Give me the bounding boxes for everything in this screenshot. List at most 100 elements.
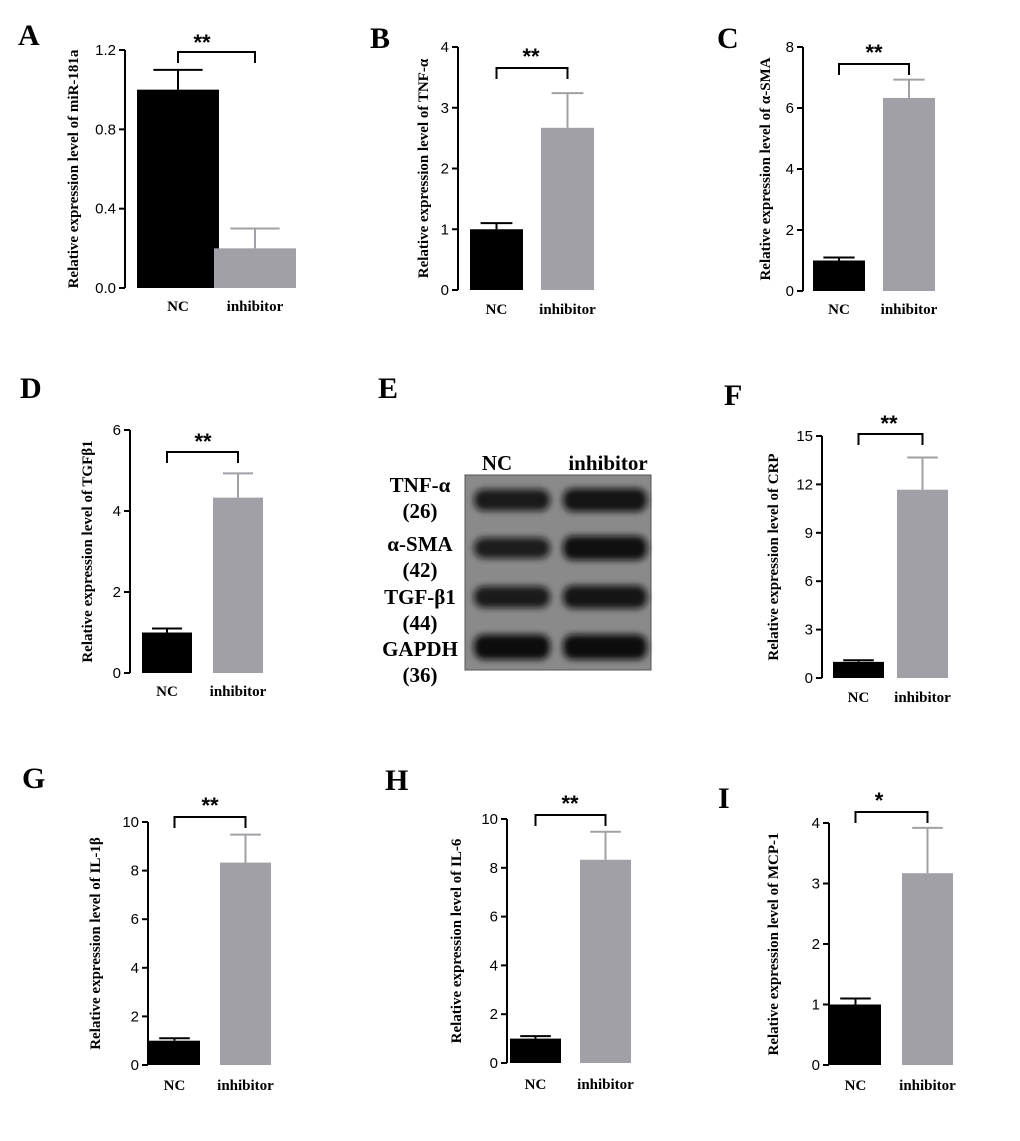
y-tick-label: 0.4 [95,201,116,218]
panel-letter: F [724,379,742,412]
panel-b: B 0 1 2 3 4 Relative expression level of TNF-α… [370,22,596,318]
y-tick-label: 9 [805,525,813,542]
y-tick-label: 6 [786,100,794,117]
y-tick-label: 1 [441,221,449,238]
blot-column-label: inhibitor [568,451,647,475]
y-tick-label: 2 [490,1006,498,1023]
blot-band [474,586,550,608]
blot-band [563,585,647,609]
x-tick-label: NC [164,1078,186,1094]
bar-inhibitor [897,489,948,678]
y-tick-label: 4 [812,815,820,832]
significance-label: ** [522,44,540,69]
x-tick-label: NC [525,1077,547,1093]
panel-letter: D [20,372,42,405]
x-tick-label: NC [845,1078,867,1094]
panel-c: C 0 2 4 6 8 Relative expression level of α-SMA… [717,22,938,318]
blot-row-kda: (36) [403,663,438,687]
blot-row-kda: (26) [403,499,438,523]
y-tick-label: 4 [786,161,794,178]
y-tick-label: 0 [441,282,449,299]
y-tick-label: 0.8 [95,121,116,138]
y-tick-label: 10 [481,811,498,828]
panel-f: F 0 3 6 9 12 15 Relative expression level of CR… [724,379,951,706]
panel-letter: A [18,19,40,52]
blot-row-label: GAPDH [382,637,458,661]
significance-bracket [166,451,239,463]
blot-band [563,535,647,561]
y-tick-label: 4 [441,39,449,56]
x-tick-label: NC [167,299,189,315]
panel-i: I 0 1 2 3 4 Relative expression level of MCP-1… [718,782,956,1094]
y-tick-label: 0 [113,665,121,682]
y-tick-label: 1.2 [95,42,116,59]
x-tick-label: inhibitor [577,1077,634,1093]
y-axis-label: Relative expression level of α-SMA [758,57,774,280]
y-axis-label: Relative expression level of IL-6 [449,838,465,1043]
bar-inhibitor [214,248,296,288]
y-axis-label: Relative expression level of IL-1β [88,837,104,1050]
bar-inhibitor [213,497,263,673]
y-tick-label: 0 [805,670,813,687]
significance-bracket [838,63,910,75]
blot-border [464,474,652,671]
blot-row-label: α-SMA [387,532,453,556]
y-axis-label: Relative expression level of CRP [766,453,782,660]
bar-nc [137,89,219,289]
panel-letter: E [378,372,398,405]
blot-band [474,634,550,660]
panel-e: E NC inhibitor TNF-α(26) α-SMA(42) TGF-β1(44)… [378,372,652,687]
panel-g: G 0 2 4 6 8 10 Relative expression level of IL-… [22,762,274,1094]
x-tick-label: NC [486,302,508,318]
x-tick-label: inhibitor [217,1078,274,1094]
y-tick-label: 0 [490,1055,498,1072]
blot-row-kda: (44) [403,611,438,635]
y-tick-label: 0 [786,283,794,300]
y-tick-label: 2 [786,222,794,239]
y-tick-label: 6 [113,422,121,439]
bar-nc [510,1038,561,1063]
y-tick-label: 8 [490,860,498,877]
panel-letter: C [717,22,739,55]
y-axis-label: Relative expression level of miR-181a [66,49,82,288]
y-tick-label: 0 [131,1057,139,1074]
x-tick-label: NC [828,302,850,318]
significance-label: ** [193,30,211,55]
y-tick-label: 3 [812,876,820,893]
blot-band [563,488,647,512]
x-tick-label: inhibitor [894,690,951,706]
y-tick-label: 6 [490,909,498,926]
y-tick-label: 2 [131,1008,139,1025]
y-tick-label: 0.0 [95,280,116,297]
y-tick-label: 12 [796,476,813,493]
blot-row-label: TGF-β1 [384,585,456,609]
bar-nc [470,229,523,290]
x-tick-label: inhibitor [899,1078,956,1094]
x-tick-label: NC [848,690,870,706]
y-tick-label: 1 [812,997,820,1014]
blot-column-label: NC [482,451,512,475]
y-tick-label: 8 [131,863,139,880]
bar-inhibitor [220,862,271,1065]
y-axis-label: Relative expression level of TGFβ1 [80,440,96,662]
bar-inhibitor [580,859,631,1063]
significance-label: ** [880,411,898,436]
bar-nc [142,632,192,673]
bar-nc [830,1004,881,1065]
x-tick-label: inhibitor [227,299,284,315]
blot-row-kda: (42) [403,558,438,582]
y-axis-label: Relative expression level of TNF-α [416,58,432,278]
y-tick-label: 4 [490,957,498,974]
y-tick-label: 15 [796,428,813,445]
y-tick-label: 3 [441,100,449,117]
bar-inhibitor [883,97,935,291]
bar-inhibitor [902,873,953,1065]
blot-band [474,489,550,511]
blot-band [474,537,550,559]
bar-inhibitor [541,127,594,290]
significance-bracket [173,816,247,828]
y-tick-label: 2 [812,936,820,953]
panel-a: A 0.0 0.4 0.8 1.2 Relative expression level o… [18,19,296,315]
panel-letter: I [718,782,730,815]
